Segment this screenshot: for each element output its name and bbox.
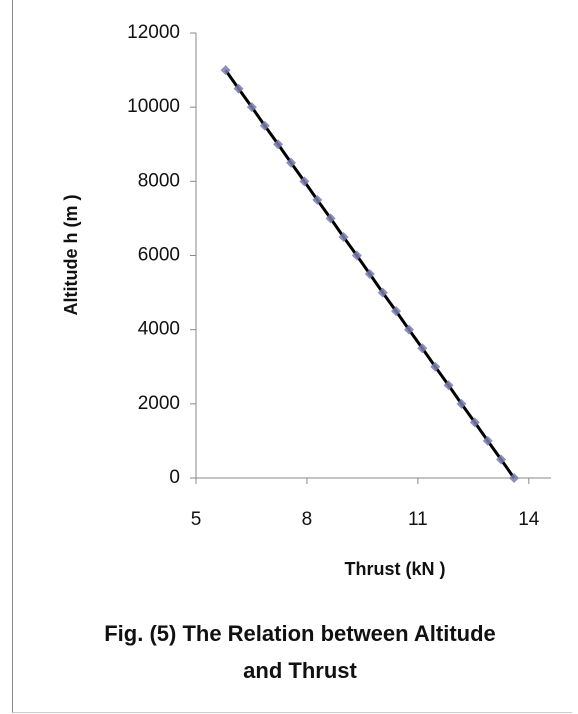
- y-tick-label: 12000: [127, 22, 180, 43]
- data-point: [391, 306, 402, 317]
- data-point: [417, 343, 428, 354]
- data-point: [509, 473, 520, 483]
- y-tick-label: 4000: [138, 319, 180, 340]
- data-point: [404, 324, 414, 335]
- y-tick-label: 2000: [138, 393, 180, 414]
- data-point: [259, 120, 270, 131]
- data-point: [312, 194, 323, 205]
- data-point: [469, 417, 480, 428]
- figure-frame: [12, 0, 572, 713]
- x-tick-label: 8: [302, 509, 313, 530]
- data-point: [443, 380, 454, 391]
- y-axis-title: Altitude h (m ): [61, 195, 81, 316]
- y-tick-label: 6000: [138, 245, 180, 266]
- data-point: [233, 83, 244, 94]
- data-point: [377, 287, 388, 298]
- data-point: [496, 454, 507, 465]
- x-tick-label: 14: [518, 509, 540, 530]
- data-point: [456, 398, 467, 409]
- x-tick-label: 11: [408, 509, 428, 530]
- y-tick-label: 8000: [138, 170, 180, 191]
- data-point: [246, 102, 257, 113]
- data-point: [286, 157, 297, 168]
- y-tick-label: 10000: [127, 96, 180, 117]
- figure-caption: Fig. (5) The Relation between Altitude a…: [104, 621, 496, 683]
- data-point: [482, 435, 493, 446]
- data-point: [299, 176, 310, 187]
- data-point: [351, 250, 362, 261]
- data-point: [364, 269, 375, 280]
- data-point: [338, 231, 349, 242]
- y-tick-label: 0: [169, 467, 180, 488]
- data-point: [273, 139, 284, 150]
- data-point: [220, 65, 231, 76]
- data-point: [430, 361, 441, 372]
- x-axis-title: Thrust (kN ): [345, 559, 446, 579]
- data-point: [325, 213, 336, 224]
- x-tick-label: 5: [191, 509, 202, 530]
